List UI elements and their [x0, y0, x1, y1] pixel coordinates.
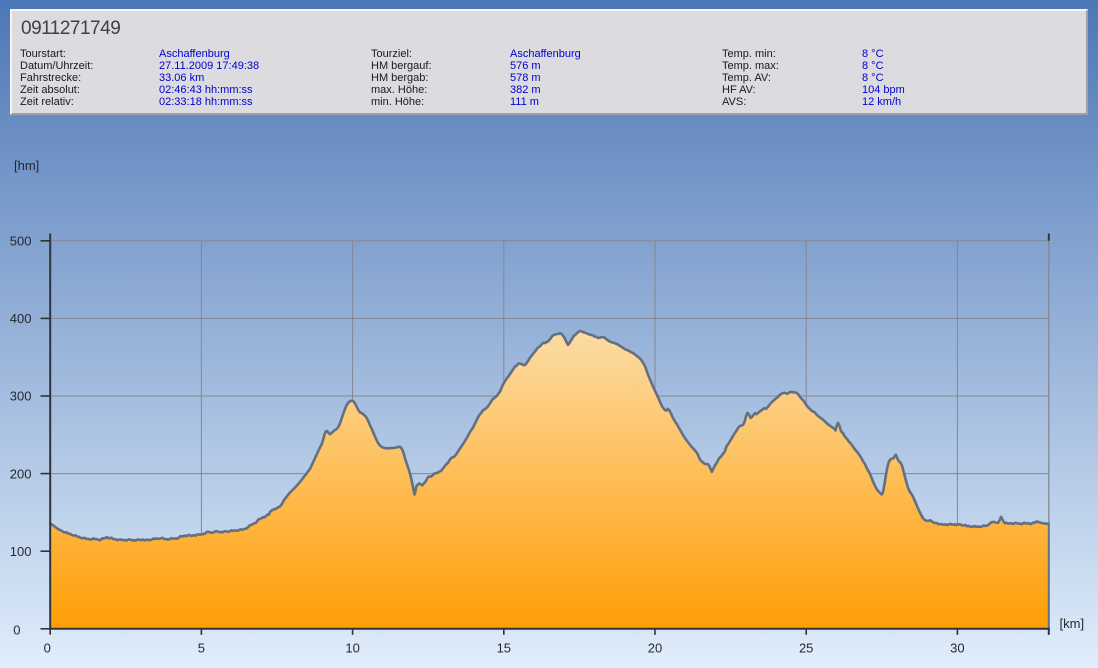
svg-text:[km]: [km]	[1060, 616, 1085, 631]
svg-text:0: 0	[13, 622, 20, 637]
svg-text:100: 100	[10, 544, 32, 559]
svg-text:0: 0	[44, 640, 51, 655]
svg-text:500: 500	[10, 234, 32, 249]
svg-text:25: 25	[799, 640, 813, 655]
svg-text:15: 15	[497, 640, 511, 655]
svg-text:5: 5	[198, 640, 205, 655]
svg-text:20: 20	[648, 640, 662, 655]
svg-text:400: 400	[10, 311, 32, 326]
svg-text:[hm]: [hm]	[14, 158, 39, 173]
svg-text:10: 10	[345, 640, 359, 655]
svg-text:30: 30	[950, 640, 964, 655]
svg-text:200: 200	[10, 466, 32, 481]
svg-text:300: 300	[10, 389, 32, 404]
